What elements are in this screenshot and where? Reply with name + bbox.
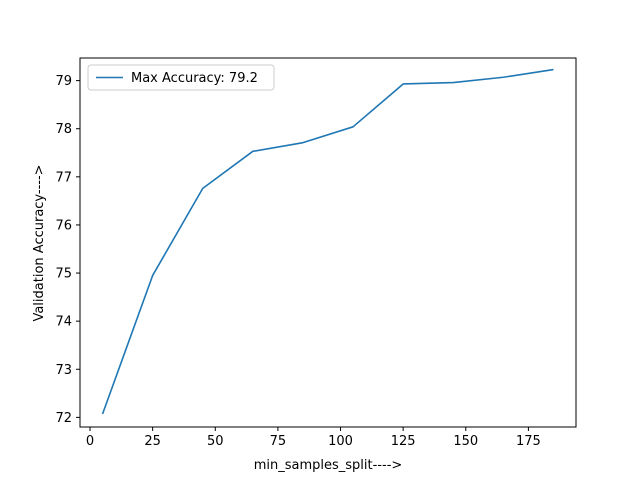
series-line-0 (101, 68, 554, 415)
legend-label: Max Accuracy: 79.2 (131, 71, 258, 86)
y-tick-label: 79 (55, 74, 72, 89)
plot-frame (79, 57, 577, 428)
y-tick-label: 75 (55, 267, 72, 282)
y-tick-label: 76 (55, 218, 72, 233)
x-tick-label: 0 (86, 434, 94, 449)
x-tick-label: 100 (328, 434, 353, 449)
legend: Max Accuracy: 79.2 (87, 64, 275, 91)
x-tick-label: 50 (207, 434, 224, 449)
axis-ticks: 0 25 50 75 100 125 150 175 72 73 74 75 76 77 78 79 (55, 74, 540, 449)
x-tick-label: 150 (453, 434, 478, 449)
y-axis-label: Validation Accuracy----> (32, 164, 47, 321)
x-tick-label: 75 (270, 434, 287, 449)
y-tick-label: 74 (55, 315, 72, 330)
legend-box (87, 64, 275, 91)
plot-area (79, 57, 577, 428)
series-layer (101, 68, 554, 415)
x-tick-label: 25 (144, 434, 161, 449)
x-tick-label: 175 (516, 434, 541, 449)
x-tick-label: 125 (391, 434, 416, 449)
x-axis-label: min_samples_split----> (254, 458, 403, 473)
y-tick-label: 73 (55, 363, 72, 378)
y-tick-label: 72 (55, 411, 72, 426)
y-tick-label: 77 (55, 170, 72, 185)
y-tick-label: 78 (55, 122, 72, 137)
